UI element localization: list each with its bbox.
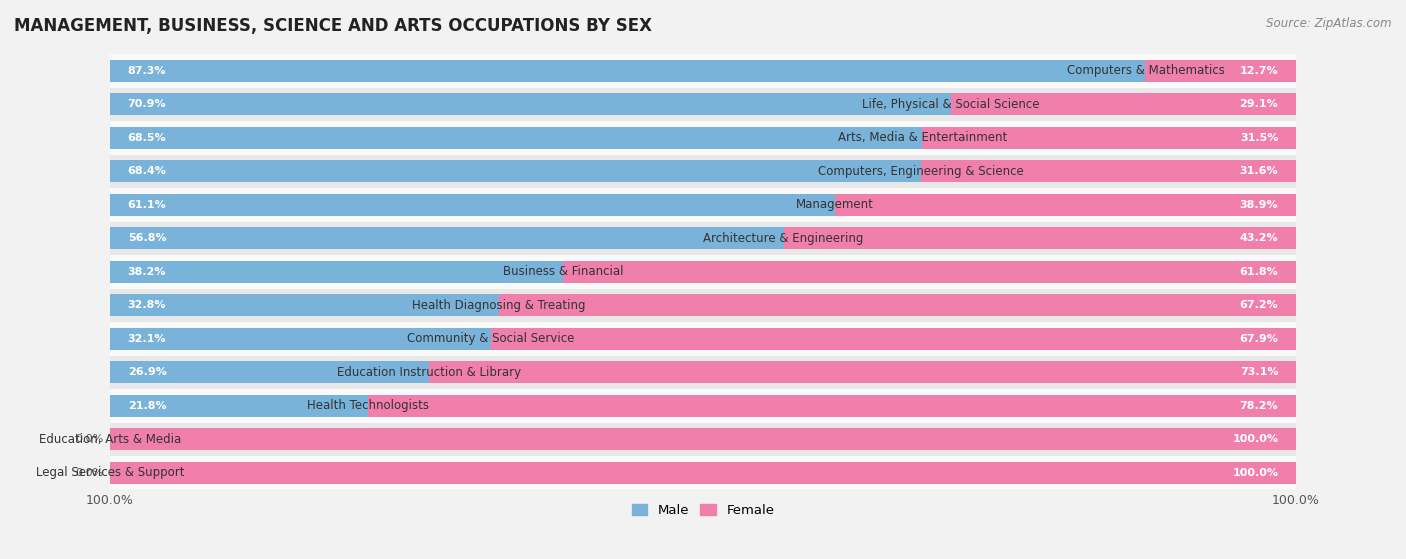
- Bar: [110, 423, 1296, 456]
- Text: 87.3%: 87.3%: [128, 66, 166, 76]
- Bar: [491, 328, 1296, 350]
- Text: 56.8%: 56.8%: [128, 233, 166, 243]
- Text: Architecture & Engineering: Architecture & Engineering: [703, 232, 863, 245]
- Text: 32.1%: 32.1%: [128, 334, 166, 344]
- Bar: [783, 228, 1296, 249]
- Bar: [110, 389, 1296, 423]
- Text: 31.6%: 31.6%: [1240, 167, 1278, 176]
- Text: Business & Financial: Business & Financial: [503, 266, 623, 278]
- Text: 43.2%: 43.2%: [1240, 233, 1278, 243]
- Text: Computers & Mathematics: Computers & Mathematics: [1067, 64, 1225, 77]
- Bar: [110, 54, 1296, 88]
- Text: 38.9%: 38.9%: [1240, 200, 1278, 210]
- Text: Source: ZipAtlas.com: Source: ZipAtlas.com: [1267, 17, 1392, 30]
- Text: 68.4%: 68.4%: [128, 167, 166, 176]
- Text: 31.5%: 31.5%: [1240, 133, 1278, 143]
- Text: Management: Management: [796, 198, 873, 211]
- Bar: [110, 288, 1296, 322]
- Bar: [922, 127, 1296, 149]
- Bar: [110, 127, 922, 149]
- Bar: [110, 121, 1296, 155]
- Bar: [499, 295, 1296, 316]
- Text: Education, Arts & Media: Education, Arts & Media: [39, 433, 181, 446]
- Bar: [110, 60, 1146, 82]
- Bar: [110, 93, 950, 115]
- Text: 0.0%: 0.0%: [76, 468, 104, 478]
- Bar: [110, 88, 1296, 121]
- Text: Community & Social Service: Community & Social Service: [406, 332, 575, 345]
- Text: 26.9%: 26.9%: [128, 367, 166, 377]
- Bar: [110, 322, 1296, 356]
- Text: 68.5%: 68.5%: [128, 133, 166, 143]
- Text: 78.2%: 78.2%: [1240, 401, 1278, 411]
- Text: 0.0%: 0.0%: [76, 434, 104, 444]
- Bar: [110, 395, 368, 416]
- Text: 100.0%: 100.0%: [1232, 434, 1278, 444]
- Bar: [1146, 60, 1296, 82]
- Text: Computers, Engineering & Science: Computers, Engineering & Science: [818, 165, 1024, 178]
- Bar: [110, 221, 1296, 255]
- Text: 32.8%: 32.8%: [128, 300, 166, 310]
- Text: Legal Services & Support: Legal Services & Support: [35, 466, 184, 479]
- Bar: [110, 362, 429, 383]
- Text: Health Technologists: Health Technologists: [308, 399, 429, 413]
- Bar: [110, 356, 1296, 389]
- Bar: [110, 155, 1296, 188]
- Bar: [110, 328, 491, 350]
- Bar: [835, 194, 1296, 216]
- Text: Arts, Media & Entertainment: Arts, Media & Entertainment: [838, 131, 1007, 144]
- Legend: Male, Female: Male, Female: [626, 499, 780, 522]
- Bar: [429, 362, 1296, 383]
- Text: MANAGEMENT, BUSINESS, SCIENCE AND ARTS OCCUPATIONS BY SEX: MANAGEMENT, BUSINESS, SCIENCE AND ARTS O…: [14, 17, 652, 35]
- Bar: [950, 93, 1296, 115]
- Text: 70.9%: 70.9%: [128, 100, 166, 110]
- Bar: [110, 194, 835, 216]
- Text: 67.2%: 67.2%: [1240, 300, 1278, 310]
- Text: 12.7%: 12.7%: [1240, 66, 1278, 76]
- Bar: [110, 295, 499, 316]
- Text: 21.8%: 21.8%: [128, 401, 166, 411]
- Text: 67.9%: 67.9%: [1240, 334, 1278, 344]
- Text: 61.1%: 61.1%: [128, 200, 166, 210]
- Text: 61.8%: 61.8%: [1240, 267, 1278, 277]
- Bar: [110, 462, 1296, 484]
- Text: Life, Physical & Social Science: Life, Physical & Social Science: [862, 98, 1039, 111]
- Text: 38.2%: 38.2%: [128, 267, 166, 277]
- Text: Health Diagnosing & Treating: Health Diagnosing & Treating: [412, 299, 586, 312]
- Text: Education Instruction & Library: Education Instruction & Library: [337, 366, 522, 379]
- Bar: [110, 188, 1296, 221]
- Bar: [110, 255, 1296, 288]
- Bar: [562, 261, 1296, 283]
- Bar: [110, 428, 1296, 450]
- Text: 29.1%: 29.1%: [1240, 100, 1278, 110]
- Bar: [110, 261, 562, 283]
- Bar: [921, 160, 1296, 182]
- Bar: [110, 456, 1296, 490]
- Bar: [368, 395, 1296, 416]
- Text: 100.0%: 100.0%: [1232, 468, 1278, 478]
- Text: 73.1%: 73.1%: [1240, 367, 1278, 377]
- Bar: [110, 160, 921, 182]
- Bar: [110, 228, 783, 249]
